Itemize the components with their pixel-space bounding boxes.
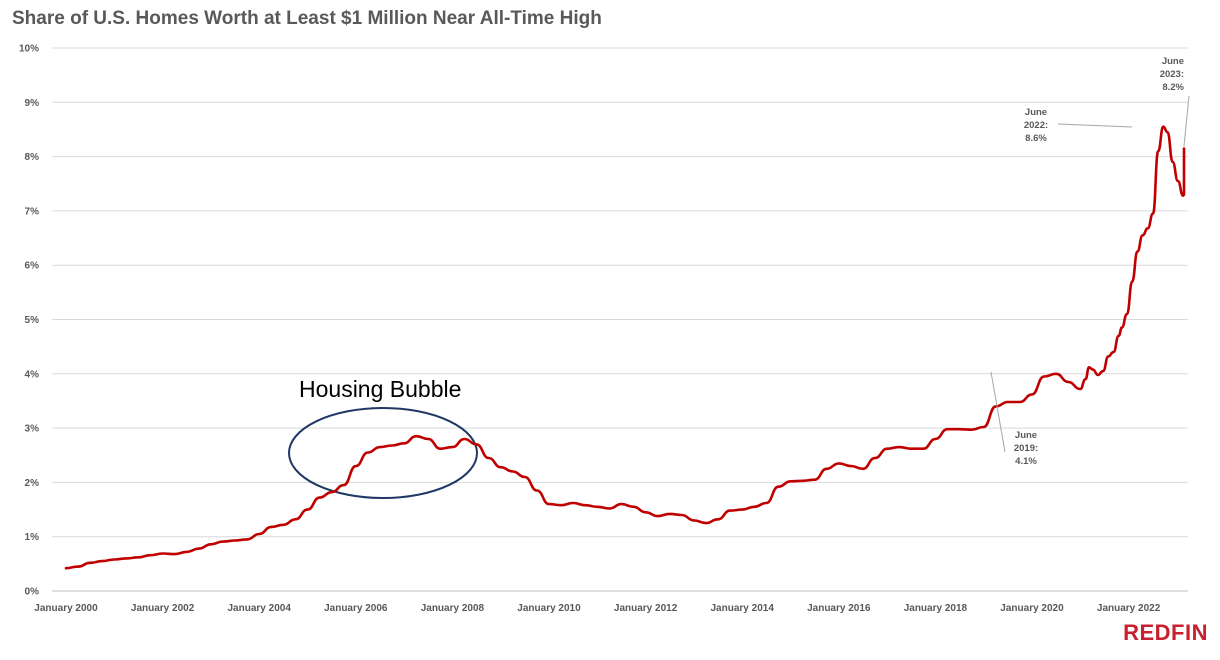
y-tick-label: 2% — [25, 478, 40, 489]
x-tick-label: January 2004 — [228, 603, 292, 614]
y-tick-label: 6% — [25, 261, 40, 272]
y-tick-label: 10% — [19, 44, 39, 55]
y-tick-label: 3% — [25, 424, 40, 435]
y-tick-label: 9% — [25, 98, 40, 109]
gridlines — [52, 47, 1188, 538]
callout-label: 2023: — [1160, 69, 1184, 80]
x-tick-label: January 2000 — [34, 603, 98, 614]
housing-bubble-label: Housing Bubble — [299, 376, 461, 402]
x-tick-label: January 2010 — [517, 603, 581, 614]
y-tick-label: 0% — [25, 587, 40, 598]
x-tick-label: January 2020 — [1000, 603, 1064, 614]
y-tick-label: 8% — [25, 152, 40, 163]
x-tick-label: January 2022 — [1097, 603, 1161, 614]
callout-label: June — [1162, 56, 1184, 67]
callout-label: June — [1015, 430, 1037, 441]
callout-label: 2022: — [1024, 120, 1048, 131]
y-tick-label: 4% — [25, 369, 40, 380]
callout-label: 4.1% — [1015, 456, 1037, 467]
redfin-logo: REDFIN — [1123, 620, 1208, 645]
chart-title: Share of U.S. Homes Worth at Least $1 Mi… — [12, 8, 602, 29]
callout-leader-line — [1183, 95, 1190, 147]
y-tick-label: 5% — [25, 315, 40, 326]
callout-label: 8.2% — [1162, 82, 1184, 93]
callout-label: June — [1025, 107, 1047, 118]
x-tick-label: January 2018 — [904, 603, 968, 614]
x-tick-label: January 2016 — [807, 603, 871, 614]
x-tick-label: January 2006 — [324, 603, 388, 614]
callout-label: 8.6% — [1025, 133, 1047, 144]
x-tick-label: January 2012 — [614, 603, 678, 614]
y-tick-label: 7% — [25, 206, 40, 217]
housing-bubble-ellipse — [288, 407, 478, 499]
y-axis-tick-labels: 0% 1% 2% 3% 4% 5% 6% 7% 8% 9% 10% — [19, 44, 39, 598]
y-tick-label: 1% — [25, 532, 40, 543]
series-line-million-dollar-share — [64, 125, 1186, 570]
x-tick-label: January 2002 — [131, 603, 195, 614]
x-axis-tick-labels: January 2000 January 2002 January 2004 Janu… — [34, 603, 1160, 614]
x-tick-label: January 2008 — [421, 603, 485, 614]
housing-bubble-highlight: Housing Bubble — [288, 376, 478, 499]
callout-label: 2019: — [1014, 443, 1038, 454]
x-tick-label: January 2014 — [711, 603, 775, 614]
callouts: June 2023: 8.2% June 2022: 8.6% June 2019: 4.1% — [990, 56, 1190, 467]
callout-leader-line — [990, 371, 1006, 453]
callout-leader-line — [1057, 123, 1133, 128]
